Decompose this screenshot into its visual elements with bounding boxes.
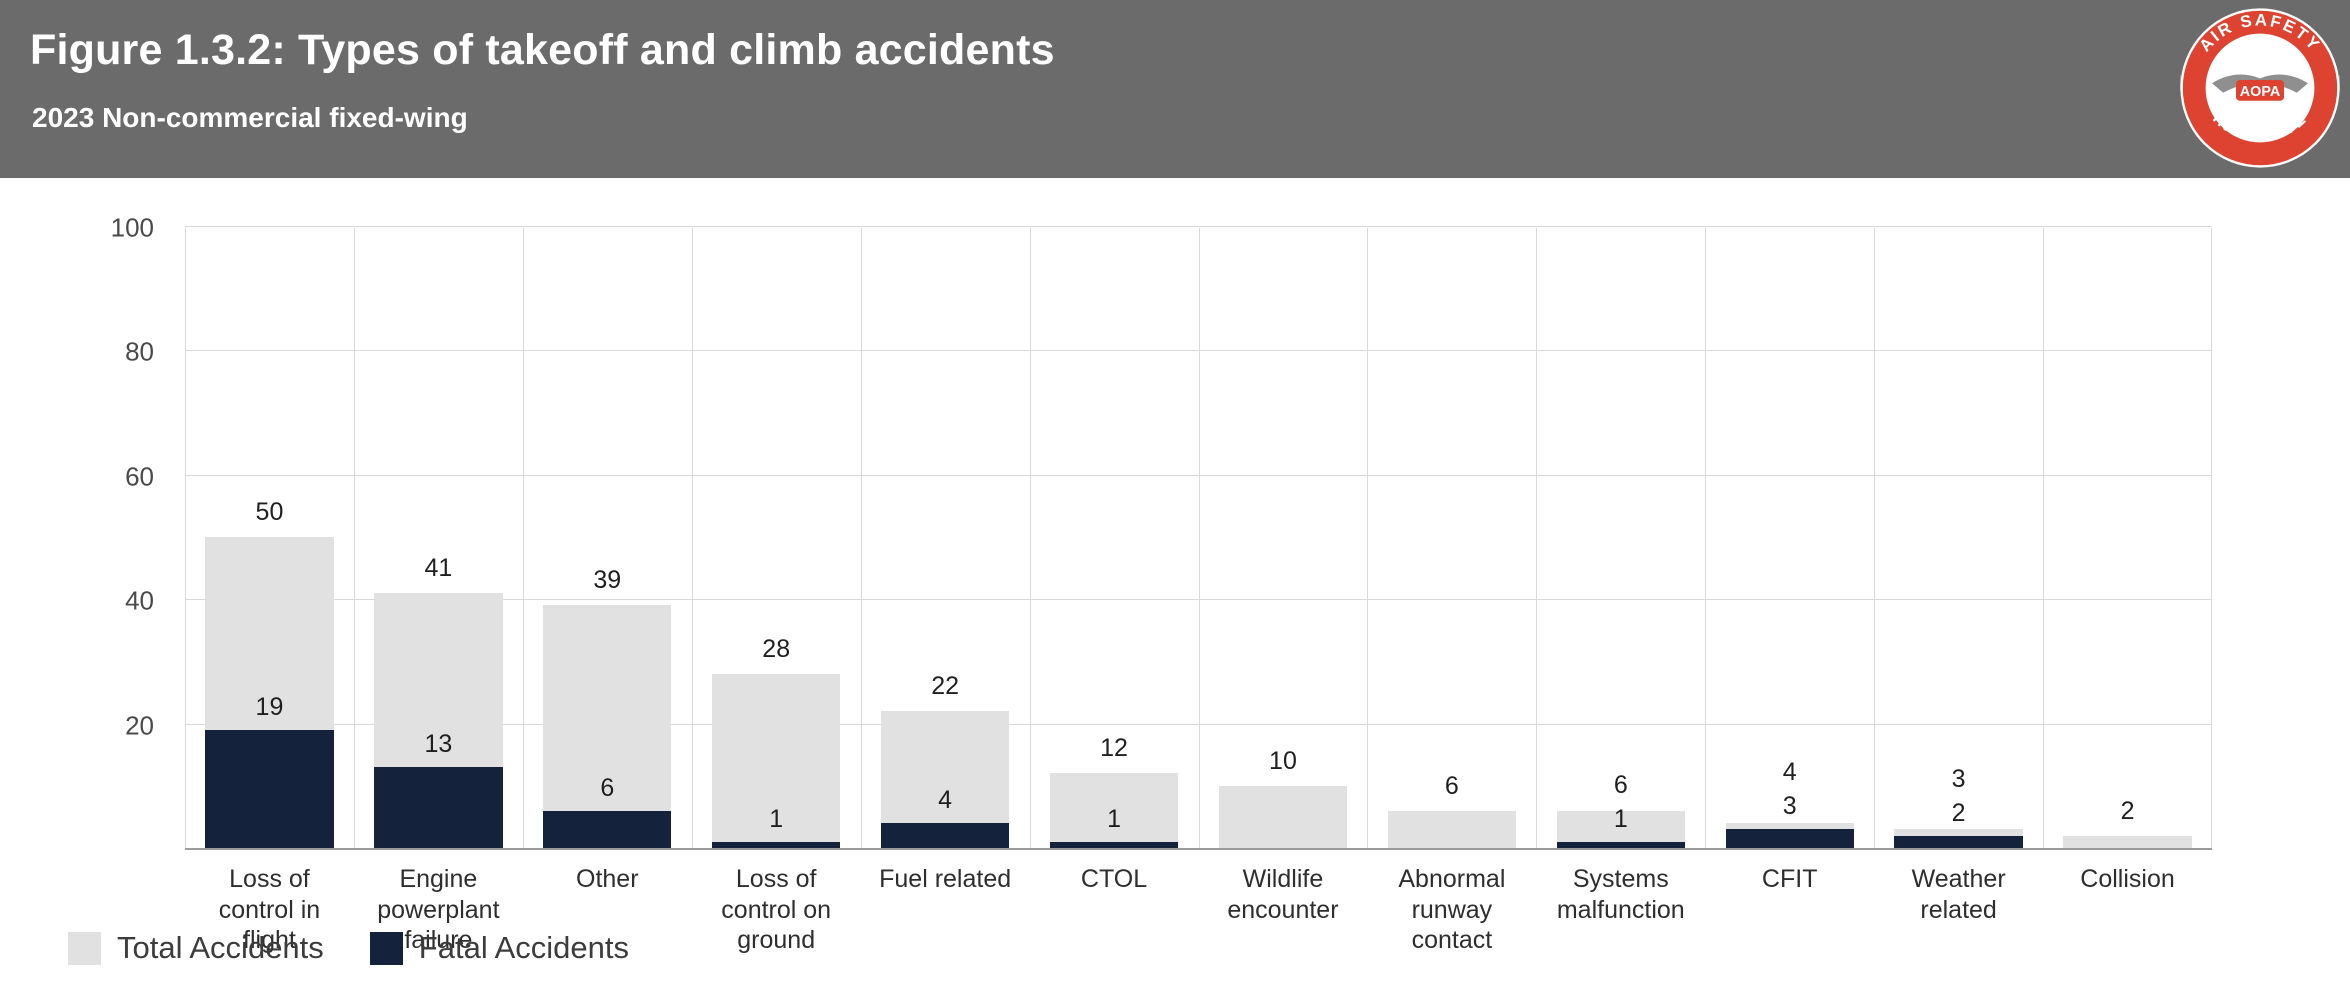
fatal-bar xyxy=(712,841,841,848)
total-value-label: 10 xyxy=(1269,746,1297,775)
fatal-value-label: 6 xyxy=(600,773,615,802)
asi-logo: AOPA AIR SAFETY INSTITUTE xyxy=(2180,8,2340,168)
figure-title: Figure 1.3.2: Types of takeoff and climb… xyxy=(30,26,1055,74)
category-label: Loss of control on ground xyxy=(721,865,832,954)
figure-header: Figure 1.3.2: Types of takeoff and climb… xyxy=(0,0,2350,178)
gridline-vertical xyxy=(523,228,524,848)
y-axis-labels: 20 40 60 80 100 xyxy=(70,213,170,850)
legend-swatch-fatal xyxy=(369,931,403,965)
category-label: Fuel related xyxy=(879,865,1012,893)
legend-label-fatal: Fatal Accidents xyxy=(418,930,630,965)
gridline-horizontal xyxy=(185,599,2212,601)
category-label: Systems malfunction xyxy=(1556,865,1685,924)
total-bar xyxy=(1387,810,1517,848)
legend-swatch-total xyxy=(68,931,101,965)
category-label: CTOL xyxy=(1080,865,1148,893)
gridline-vertical xyxy=(2043,228,2044,848)
logo-aopa-text: AOPA xyxy=(2240,84,2281,100)
total-bar xyxy=(712,673,841,848)
category-label: Loss of control in flight xyxy=(218,865,321,954)
fatal-bar xyxy=(1894,835,2023,848)
chart-legend: Total Accidents Fatal Accidents xyxy=(68,930,629,966)
fatal-value-label: 3 xyxy=(1782,792,1797,821)
asi-logo-graphic: AOPA AIR SAFETY INSTITUTE xyxy=(2180,8,2340,168)
category-label: Wildlife encounter xyxy=(1227,865,1339,924)
chart-plot-area: 19 50 13 41 6 39 1 28 4 22 1 12 10 6 1 6 3 4 2 3 2 xyxy=(185,226,2212,850)
legend-item-fatal: Fatal Accidents xyxy=(369,930,630,966)
category-label: CFIT xyxy=(1761,865,1818,893)
gridline-horizontal xyxy=(185,723,2212,725)
total-value-label: 12 xyxy=(1100,734,1128,763)
total-value-label: 6 xyxy=(1613,770,1628,799)
figure-subtitle: 2023 Non-commercial fixed-wing xyxy=(32,102,468,133)
total-bar xyxy=(2063,835,2192,848)
y-tick-label: 100 xyxy=(110,212,154,243)
x-axis-labels: Loss of control in flight Engine powerpla… xyxy=(185,864,2212,984)
category-label: Other xyxy=(576,865,639,893)
total-bar xyxy=(1049,773,1179,848)
total-value-label: 28 xyxy=(762,634,791,663)
y-tick-label: 40 xyxy=(125,585,154,616)
fatal-bar xyxy=(1049,841,1179,848)
fatal-value-label: 1 xyxy=(769,804,784,833)
chart-region: 20 40 60 80 100 19 50 13 41 6 39 1 28 4 22 1 12 10 6 1 6 3 4 2… xyxy=(0,178,2350,992)
gridline-horizontal xyxy=(185,350,2212,352)
category-label: Engine powerplant failure xyxy=(377,865,500,954)
gridline-vertical xyxy=(692,228,693,848)
gridline-vertical xyxy=(1705,228,1706,848)
legend-item-total: Total Accidents xyxy=(68,930,324,966)
total-value-label: 50 xyxy=(255,498,284,526)
gridline-vertical xyxy=(185,228,186,848)
fatal-value-label: 13 xyxy=(424,730,453,759)
fatal-bar xyxy=(880,823,1010,848)
fatal-value-label: 4 xyxy=(938,786,953,815)
logo-aopa-banner xyxy=(2236,80,2284,101)
gridline-vertical xyxy=(1199,228,1200,848)
total-value-label: 4 xyxy=(1782,758,1797,787)
fatal-bar xyxy=(205,729,334,848)
category-label: Collision xyxy=(2080,865,2175,893)
total-value-label: 3 xyxy=(1951,764,1966,793)
fatal-bar xyxy=(374,767,503,848)
total-value-label: 41 xyxy=(424,553,453,582)
category-label: Weather related xyxy=(1911,865,2006,924)
total-bar xyxy=(543,605,672,848)
gridline-vertical xyxy=(2211,228,2212,848)
y-tick-label: 60 xyxy=(125,461,154,492)
y-tick-label: 20 xyxy=(125,710,154,741)
fatal-value-label: 2 xyxy=(1951,798,1966,827)
total-value-label: 2 xyxy=(2120,796,2135,825)
gridline-vertical xyxy=(1874,228,1875,848)
gridline-vertical xyxy=(1367,228,1368,848)
y-tick-label: 80 xyxy=(125,336,154,367)
gridline-vertical xyxy=(861,228,862,848)
gridline-horizontal xyxy=(185,226,2212,227)
gridline-vertical xyxy=(1030,228,1031,848)
fatal-bar xyxy=(543,810,672,848)
fatal-bar xyxy=(1725,829,1854,848)
legend-label-total: Total Accidents xyxy=(117,930,324,965)
fatal-value-label: 19 xyxy=(255,692,284,721)
total-bar xyxy=(1218,785,1348,848)
total-value-label: 39 xyxy=(593,566,622,595)
total-value-label: 6 xyxy=(1444,771,1459,800)
fatal-value-label: 1 xyxy=(1107,804,1121,833)
fatal-bar xyxy=(1556,841,1685,848)
gridline-horizontal xyxy=(185,474,2212,476)
category-label: Abnormal runway contact xyxy=(1398,865,1506,954)
total-value-label: 22 xyxy=(931,672,960,701)
gridline-vertical xyxy=(354,228,355,848)
gridline-vertical xyxy=(1536,228,1537,848)
fatal-value-label: 1 xyxy=(1613,804,1628,833)
